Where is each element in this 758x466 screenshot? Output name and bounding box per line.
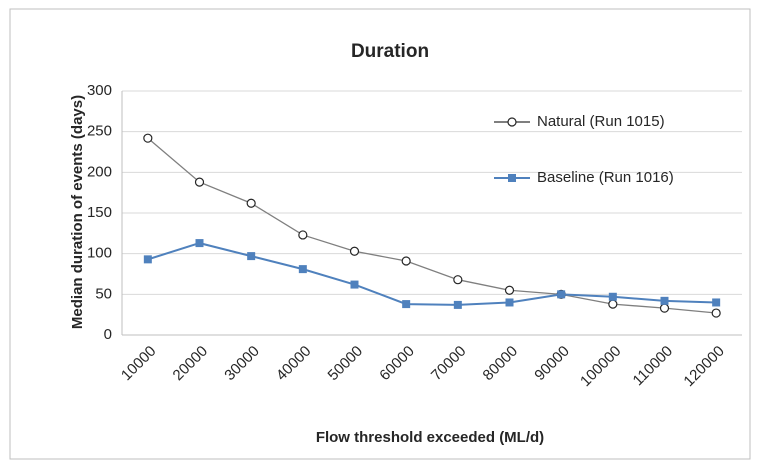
chart-border [9,8,751,460]
legend-label: Baseline (Run 1016) [537,169,674,186]
data-point [298,230,308,240]
y-tick-label: 150 [87,204,112,221]
data-point [349,246,360,256]
data-point [402,300,411,309]
data-point [194,177,205,187]
legend-marker [507,117,517,127]
data-point [246,198,256,208]
y-tick-label: 100 [87,245,112,262]
data-point [143,255,152,264]
data-point [608,292,617,301]
data-point [350,280,359,289]
y-tick-label: 0 [104,326,112,343]
data-point [608,299,618,309]
y-tick-label: 300 [87,82,112,99]
y-tick-label: 200 [87,163,112,180]
data-point [401,256,411,266]
x-axis-title: Flow threshold exceeded (ML/d) [316,429,544,446]
data-point [712,298,721,307]
data-point [711,308,721,318]
chart-title: Duration [351,41,429,62]
data-point [195,239,204,248]
y-tick-label: 250 [87,123,112,140]
data-point [143,133,153,143]
data-point [504,285,515,295]
data-point [247,252,256,261]
data-point [298,265,307,274]
y-tick-label: 50 [95,285,112,302]
data-point [505,298,514,307]
series-line [147,137,717,314]
data-point [557,290,566,299]
data-point [660,296,669,305]
data-point [453,300,462,309]
data-point [659,303,670,313]
y-axis-title: Median duration of events (days) [69,95,86,329]
data-point [453,275,463,285]
series-line [147,242,717,306]
legend-label: Natural (Run 1015) [537,113,665,130]
legend-marker [508,174,516,182]
